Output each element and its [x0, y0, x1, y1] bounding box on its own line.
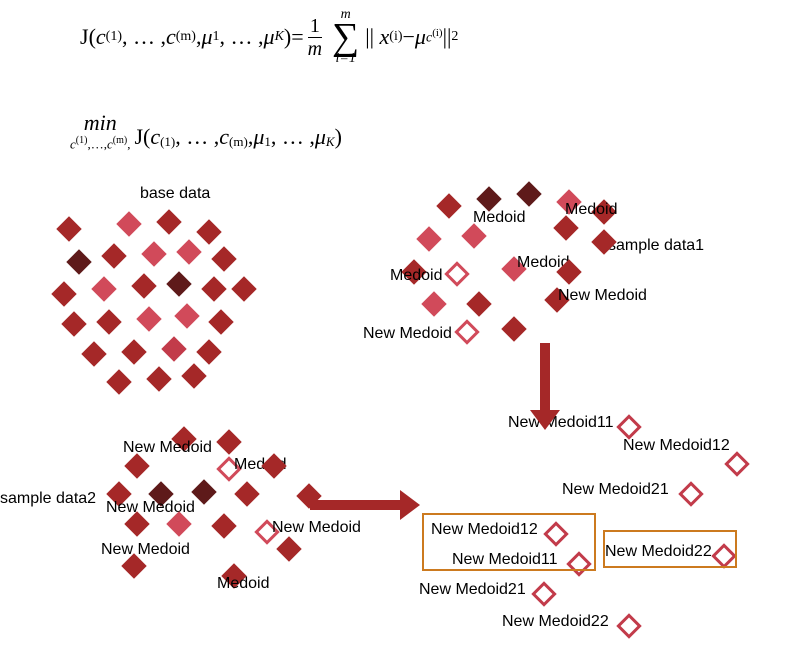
arrow-0 — [540, 343, 560, 430]
marker-base_data-24 — [106, 369, 131, 394]
marker-base_data-25 — [146, 366, 171, 391]
marker-sample_data2-12 — [211, 513, 236, 538]
cluster-label-sample_data2: sample data2 — [0, 490, 96, 508]
marker-label: New Medoid21 — [562, 481, 669, 499]
marker-base_data-5 — [101, 243, 126, 268]
marker-base_data-15 — [61, 311, 86, 336]
marker-base_data-7 — [176, 239, 201, 264]
marker-final-2 — [678, 481, 703, 506]
medoid-diagram: base data sample data1 Medoid Medoid Medoid M… — [0, 185, 800, 652]
marker-sample_data1-10 — [444, 261, 469, 286]
marker-label: New Medoid — [272, 519, 361, 537]
marker-base_data-1 — [116, 211, 141, 236]
marker-sample_data2-7 — [191, 479, 216, 504]
marker-base_data-9 — [51, 281, 76, 306]
marker-base_data-26 — [181, 363, 206, 388]
marker-label: Medoid — [390, 267, 442, 285]
marker-label: Medoid — [473, 209, 525, 227]
marker-base_data-21 — [121, 339, 146, 364]
marker-base_data-10 — [91, 276, 116, 301]
marker-base_data-18 — [174, 303, 199, 328]
marker-label: New Medoid21 — [419, 581, 526, 599]
minimization-formula: min c(1),…,c(m), J ( c(1) , … , c(m) , μ… — [70, 110, 342, 150]
marker-sample_data1-6 — [461, 223, 486, 248]
marker-label: New Medoid12 — [623, 437, 730, 455]
marker-base_data-23 — [196, 339, 221, 364]
marker-base_data-8 — [211, 246, 236, 271]
marker-base_data-20 — [81, 341, 106, 366]
marker-sample_data1-16 — [454, 319, 479, 344]
marker-label: New Medoid — [558, 287, 647, 305]
marker-sample_data1-14 — [466, 291, 491, 316]
marker-sample_data2-2 — [124, 453, 149, 478]
marker-sample_data1-17 — [501, 316, 526, 341]
marker-base_data-13 — [201, 276, 226, 301]
marker-sample_data1-5 — [416, 226, 441, 251]
cluster-label-sample_data1: sample data1 — [608, 237, 704, 255]
marker-final-7 — [616, 613, 641, 638]
marker-base_data-4 — [66, 249, 91, 274]
marker-final-6 — [531, 581, 556, 606]
marker-base_data-0 — [56, 216, 81, 241]
marker-base_data-11 — [131, 273, 156, 298]
marker-label: Medoid — [565, 201, 617, 219]
marker-sample_data1-1 — [476, 186, 501, 211]
marker-base_data-14 — [231, 276, 256, 301]
marker-sample_data1-7 — [553, 215, 578, 240]
marker-sample_data2-15 — [276, 536, 301, 561]
marker-sample_data1-13 — [421, 291, 446, 316]
cost-function-formula: J ( c(1) , … , c(m) , μ1 , … , μK ) = 1 … — [80, 8, 458, 66]
marker-sample_data1-0 — [436, 193, 461, 218]
marker-sample_data2-8 — [234, 481, 259, 506]
marker-base_data-12 — [166, 271, 191, 296]
cluster-label-base_data: base data — [140, 185, 210, 203]
marker-label: New Medoid11 — [508, 414, 614, 432]
marker-base_data-22 — [161, 336, 186, 361]
marker-label: Medoid — [217, 575, 269, 593]
marker-label: New Medoid22 — [502, 613, 609, 631]
marker-base_data-16 — [96, 309, 121, 334]
marker-base_data-17 — [136, 306, 161, 331]
marker-label: New Medoid — [363, 325, 452, 343]
highlight-box-0 — [422, 513, 596, 571]
marker-label: New Medoid — [101, 541, 190, 559]
marker-base_data-6 — [141, 241, 166, 266]
highlight-box-1 — [603, 530, 737, 568]
arrow-1 — [310, 490, 420, 520]
marker-final-1 — [724, 451, 749, 476]
marker-sample_data1-2 — [516, 181, 541, 206]
marker-base_data-3 — [196, 219, 221, 244]
marker-base_data-2 — [156, 209, 181, 234]
marker-base_data-19 — [208, 309, 233, 334]
marker-sample_data2-1 — [216, 429, 241, 454]
marker-final-0 — [616, 414, 641, 439]
marker-label: New Medoid — [123, 439, 212, 457]
